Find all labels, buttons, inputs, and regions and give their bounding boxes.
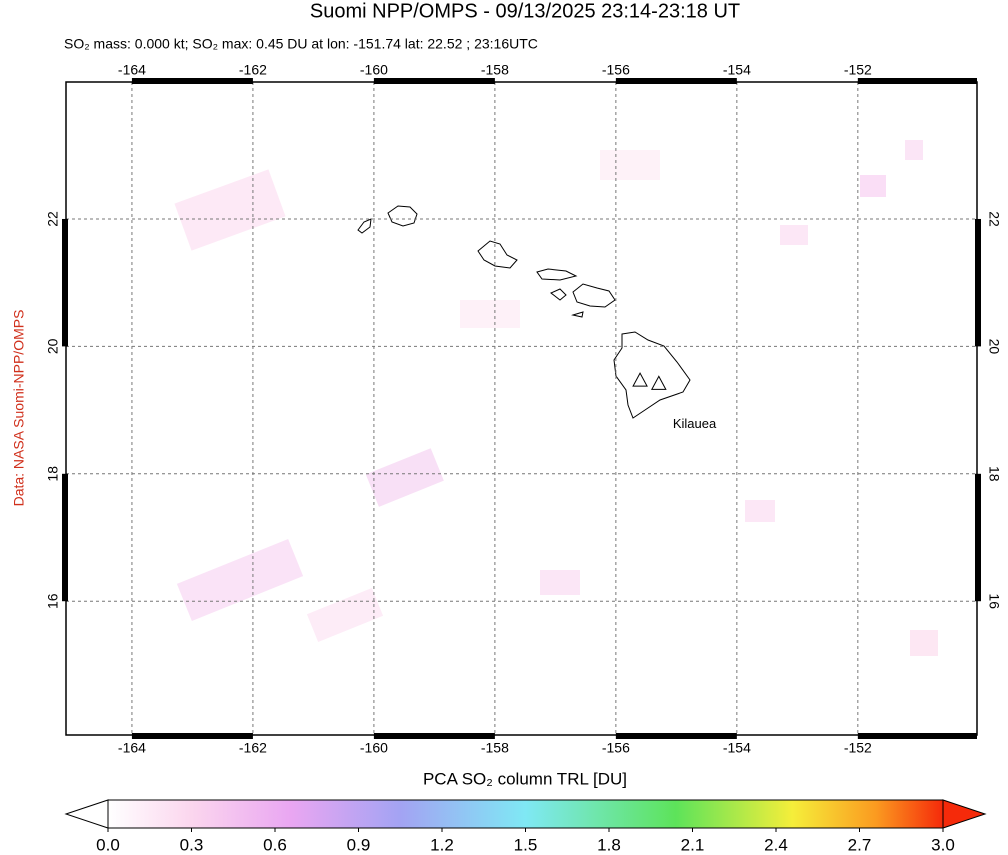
credit: Data: NASA Suomi-NPP/OMPS: [11, 310, 27, 507]
lat-tick-label-left: 16: [45, 593, 61, 609]
frame-bar: [975, 218, 981, 347]
lat-tick-label-left: 20: [45, 338, 61, 354]
colorbar-tick-label: 0.9: [347, 835, 371, 854]
frame-bar: [615, 733, 737, 739]
islands: [357, 205, 691, 419]
colorbar-over: [942, 799, 987, 829]
lat-tick-label-right: 16: [986, 593, 1002, 609]
frame-bar: [62, 218, 68, 347]
colorbar-label: PCA SO₂ column TRL [DU]: [423, 769, 627, 788]
colorbar-tick-label: 0.3: [180, 835, 204, 854]
colorbar-tick-label: 2.7: [848, 835, 872, 854]
title: Suomi NPP/OMPS - 09/13/2025 23:14-23:18 …: [310, 0, 740, 22]
lon-tick-label-bottom: -154: [723, 740, 751, 756]
lat-tick-label-right: 22: [986, 211, 1002, 227]
lon-tick-label-bottom: -152: [844, 740, 872, 756]
map-frame: [65, 81, 978, 736]
frame-bar: [131, 733, 253, 739]
colorbar-tick-label: 2.4: [764, 835, 788, 854]
colorbar-under: [64, 799, 109, 829]
colorbar-tick-label: 0.0: [96, 835, 120, 854]
volcano-marker: [650, 375, 667, 390]
lon-tick-label-top: -152: [844, 62, 872, 78]
volcano-label: Kilauea: [673, 416, 717, 431]
frame-bar: [62, 473, 68, 602]
colorbar-tick-label: 1.8: [597, 835, 621, 854]
lat-tick-label-left: 18: [45, 466, 61, 482]
colorbar-tick-label: 0.6: [263, 835, 287, 854]
lon-tick-label-bottom: -164: [118, 740, 146, 756]
volcano-marker: [632, 372, 648, 387]
lon-tick-label-top: -162: [239, 62, 267, 78]
lat-tick-label-right: 20: [986, 339, 1002, 355]
lon-tick-label-top: -164: [118, 62, 146, 78]
frame-bar: [857, 733, 977, 739]
colorbar-tick-label: 1.2: [430, 835, 454, 854]
frame-bar: [131, 78, 253, 84]
frame-bar: [373, 733, 495, 739]
colorbar-tick-label: 3.0: [931, 835, 955, 854]
lon-tick-label-top: -158: [481, 62, 509, 78]
colorbar-tick-label: 1.5: [514, 835, 538, 854]
map-area: [66, 82, 977, 735]
lon-tick-label-bottom: -156: [602, 740, 630, 756]
lon-tick-label-bottom: -158: [481, 740, 509, 756]
lon-tick-label-top: -156: [602, 62, 630, 78]
retrieval-pixels: [174, 140, 938, 656]
lon-tick-label-bottom: -162: [239, 740, 267, 756]
colorbar: [107, 799, 944, 829]
lon-tick-label-top: -160: [360, 62, 388, 78]
lon-tick-label-top: -154: [723, 62, 751, 78]
lon-tick-label-bottom: -160: [360, 740, 388, 756]
lat-tick-label-left: 22: [45, 211, 61, 227]
frame-bar: [857, 78, 977, 84]
frame-bar: [615, 78, 737, 84]
subtitle: SO₂ mass: 0.000 kt; SO₂ max: 0.45 DU at …: [64, 36, 538, 52]
lat-tick-label-right: 18: [986, 466, 1002, 482]
frame-bar: [373, 78, 495, 84]
frame-bar: [975, 473, 981, 602]
colorbar-tick-label: 2.1: [681, 835, 705, 854]
